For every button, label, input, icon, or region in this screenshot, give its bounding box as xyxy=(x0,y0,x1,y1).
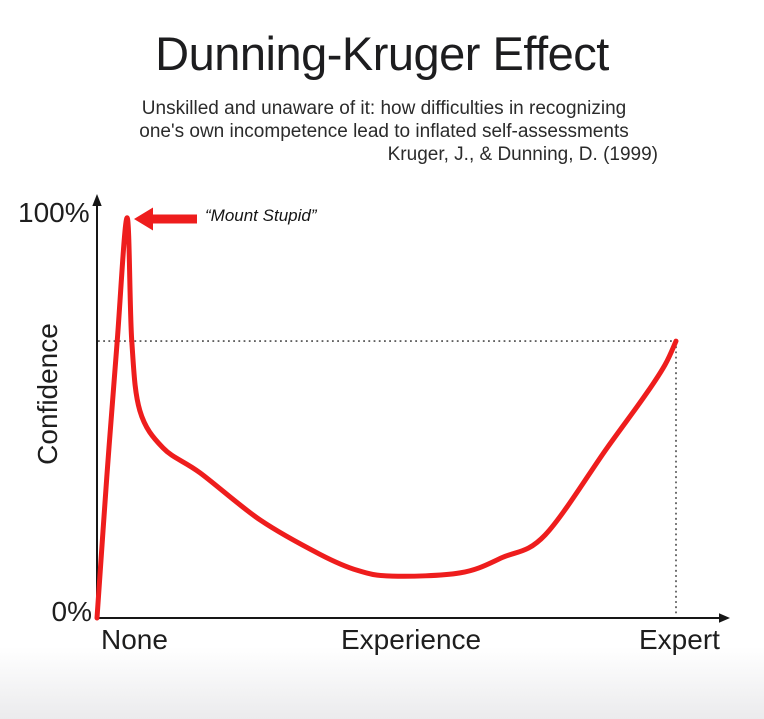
citation: Kruger, J., & Dunning, D. (1999) xyxy=(387,144,658,165)
y-axis-tick-0: 0% xyxy=(51,596,92,627)
subtitle-line-1: Unskilled and unaware of it: how difficu… xyxy=(141,98,627,119)
y-axis-arrowhead-icon xyxy=(92,194,102,206)
mount-stupid-label: “Mount Stupid” xyxy=(205,206,317,225)
y-axis-title: Confidence xyxy=(32,323,63,465)
x-axis-arrowhead-icon xyxy=(719,613,730,623)
subtitle-block: Unskilled and unaware of it: how difficu… xyxy=(110,97,658,166)
page-title: Dunning-Kruger Effect xyxy=(155,27,609,80)
subtitle-line-2: one's own incompetence lead to inflated … xyxy=(139,121,629,142)
mount-stupid-arrow-icon xyxy=(134,207,197,231)
x-axis-tick-none: None xyxy=(101,624,168,655)
x-axis-tick-experience: Experience xyxy=(341,624,482,655)
y-axis-tick-100: 100% xyxy=(18,197,90,228)
confidence-curve xyxy=(94,215,679,621)
x-axis-tick-expert: Expert xyxy=(639,624,720,655)
